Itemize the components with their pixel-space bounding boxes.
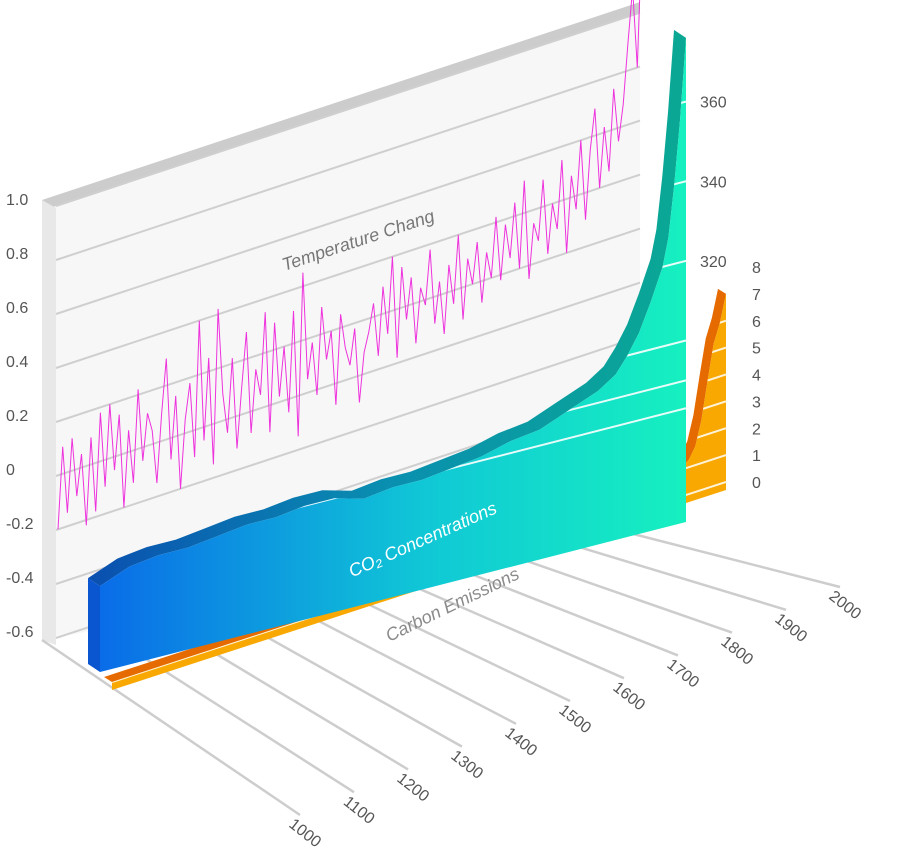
emissions-tick-label: 0: [752, 475, 761, 492]
temperature-tick-label: 0.4: [6, 354, 28, 371]
emissions-tick-label: 2: [752, 421, 761, 438]
year-tick-label: 2000: [826, 588, 865, 623]
year-tick-label: 1700: [664, 656, 703, 691]
co2-tick-label: 360: [700, 95, 727, 112]
emissions-tick-label: 4: [752, 368, 761, 385]
temperature-tick-label: 1.0: [6, 192, 28, 209]
emissions-tick-label: 6: [752, 314, 761, 331]
year-tick-label: 1500: [556, 702, 595, 737]
emissions-tick-label: 5: [752, 341, 761, 358]
temperature-tick-label: -0.4: [6, 570, 34, 587]
year-tick-label: 1900: [772, 611, 811, 646]
co2-tick-label: 320: [700, 254, 727, 271]
year-axis: 1000 1100 1200 1300 1400 1500 1600 1700 1800 1900…: [286, 588, 865, 851]
temperature-tick-label: 0.6: [6, 300, 28, 317]
backwall-edge: [42, 2, 640, 208]
temperature-gridline: [55, 227, 641, 423]
year-tick-label: 1800: [718, 633, 757, 668]
temperature-tick-label: 0: [6, 462, 15, 479]
emissions-tick-label: 8: [752, 260, 761, 277]
backwall-side: [42, 200, 56, 645]
temperature-tick-label: 0.8: [6, 246, 28, 263]
emissions-tick-label: 1: [752, 448, 761, 465]
temperature-series-line: [57, 0, 641, 530]
co2-ribbon-side: [88, 578, 100, 672]
year-tick-label: 1600: [610, 679, 649, 714]
emissions-tick-label: 3: [752, 394, 761, 411]
co2-ribbon-face: [100, 37, 686, 672]
year-tick-label: 1000: [286, 816, 325, 851]
year-gridline: [609, 526, 841, 589]
co2-axis: 360 340 320: [700, 95, 727, 271]
temperature-gridline: [55, 335, 641, 531]
year-tick-label: 1400: [502, 725, 541, 760]
temperature-tick-label: 0.2: [6, 408, 28, 425]
year-tick-label: 1100: [340, 793, 378, 828]
year-tick-label: 1300: [448, 747, 487, 782]
year-gridline: [41, 638, 301, 817]
year-gridline: [495, 549, 733, 634]
temperature-tick-label: -0.2: [6, 516, 34, 533]
temperature-gridline: [55, 119, 641, 315]
temperature-axis: 1.0 0.8 0.6 0.4 0.2 0 -0.2 -0.4 -0.6: [6, 192, 34, 641]
co2-tick-label: 340: [700, 174, 727, 191]
carbon-emissions-axis: 8 7 6 5 4 3 2 1 0: [752, 260, 761, 492]
year-tick-label: 1200: [394, 770, 433, 805]
emissions-tick-label: 7: [752, 287, 761, 304]
temperature-gridline: [55, 65, 641, 261]
temperature-tick-label: -0.6: [6, 624, 34, 641]
year-gridline: [439, 560, 679, 657]
year-gridline: [552, 538, 787, 611]
year-gridline: [382, 571, 625, 680]
temperature-gridline: [55, 11, 641, 207]
temperature-gridline: [55, 173, 641, 369]
